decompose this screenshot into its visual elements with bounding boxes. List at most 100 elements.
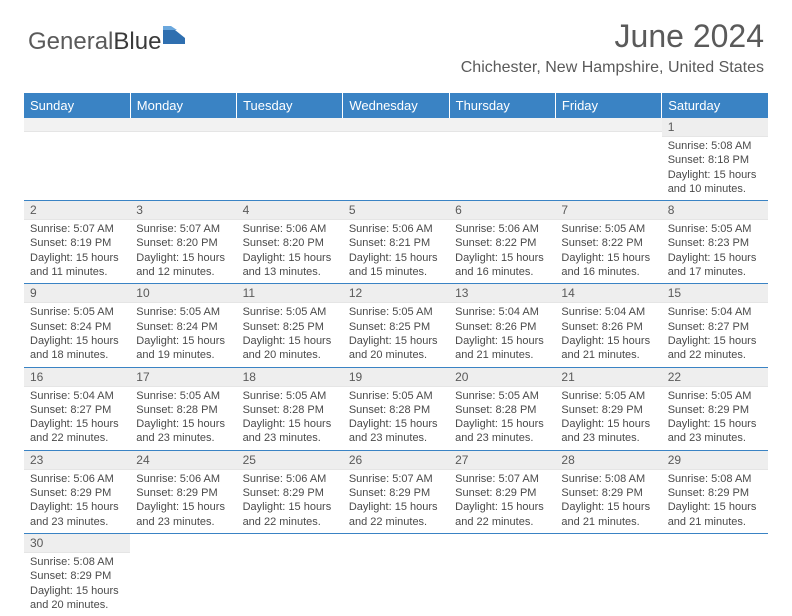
day-details: Sunrise: 5:07 AMSunset: 8:29 PMDaylight:…: [343, 470, 449, 533]
calendar-day-cell: 28Sunrise: 5:08 AMSunset: 8:29 PMDayligh…: [555, 450, 661, 533]
daylight-line1: Daylight: 15 hours: [455, 251, 549, 265]
day-number: 19: [343, 368, 449, 387]
sunset-text: Sunset: 8:25 PM: [349, 320, 443, 334]
day-details: Sunrise: 5:05 AMSunset: 8:24 PMDaylight:…: [130, 303, 236, 366]
day-details: Sunrise: 5:06 AMSunset: 8:22 PMDaylight:…: [449, 220, 555, 283]
day-number: 18: [237, 368, 343, 387]
daylight-line2: and 20 minutes.: [349, 348, 443, 362]
calendar-empty-cell: [24, 118, 130, 201]
day-details: Sunrise: 5:05 AMSunset: 8:29 PMDaylight:…: [555, 387, 661, 450]
daylight-line2: and 23 minutes.: [136, 431, 230, 445]
daylight-line2: and 12 minutes.: [136, 265, 230, 279]
sunset-text: Sunset: 8:27 PM: [30, 403, 124, 417]
calendar-day-cell: 18Sunrise: 5:05 AMSunset: 8:28 PMDayligh…: [237, 367, 343, 450]
daylight-line1: Daylight: 15 hours: [30, 417, 124, 431]
sunset-text: Sunset: 8:29 PM: [349, 486, 443, 500]
daylight-line1: Daylight: 15 hours: [455, 334, 549, 348]
empty-spacer: [449, 118, 555, 132]
sunrise-text: Sunrise: 5:05 AM: [243, 305, 337, 319]
day-details: Sunrise: 5:04 AMSunset: 8:27 PMDaylight:…: [24, 387, 130, 450]
day-number: 24: [130, 451, 236, 470]
day-number: 8: [662, 201, 768, 220]
daylight-line1: Daylight: 15 hours: [349, 334, 443, 348]
sunset-text: Sunset: 8:29 PM: [668, 486, 762, 500]
calendar-day-cell: 30Sunrise: 5:08 AMSunset: 8:29 PMDayligh…: [24, 533, 130, 616]
calendar-day-cell: 3Sunrise: 5:07 AMSunset: 8:20 PMDaylight…: [130, 201, 236, 284]
calendar-day-cell: 8Sunrise: 5:05 AMSunset: 8:23 PMDaylight…: [662, 201, 768, 284]
sunrise-text: Sunrise: 5:05 AM: [455, 389, 549, 403]
day-details: Sunrise: 5:06 AMSunset: 8:29 PMDaylight:…: [24, 470, 130, 533]
daylight-line1: Daylight: 15 hours: [561, 500, 655, 514]
sunset-text: Sunset: 8:24 PM: [30, 320, 124, 334]
calendar-empty-cell: [449, 118, 555, 201]
sunrise-text: Sunrise: 5:05 AM: [30, 305, 124, 319]
day-number: 25: [237, 451, 343, 470]
daylight-line1: Daylight: 15 hours: [349, 251, 443, 265]
day-details: Sunrise: 5:06 AMSunset: 8:20 PMDaylight:…: [237, 220, 343, 283]
sunset-text: Sunset: 8:24 PM: [136, 320, 230, 334]
day-details: Sunrise: 5:04 AMSunset: 8:26 PMDaylight:…: [449, 303, 555, 366]
sunrise-text: Sunrise: 5:06 AM: [455, 222, 549, 236]
daylight-line1: Daylight: 15 hours: [243, 500, 337, 514]
calendar-day-cell: 13Sunrise: 5:04 AMSunset: 8:26 PMDayligh…: [449, 284, 555, 367]
day-number: 5: [343, 201, 449, 220]
day-number: 2: [24, 201, 130, 220]
day-details: Sunrise: 5:05 AMSunset: 8:28 PMDaylight:…: [449, 387, 555, 450]
title-block: June 2024 Chichester, New Hampshire, Uni…: [461, 18, 764, 77]
day-number: 6: [449, 201, 555, 220]
weekday-header: Wednesday: [343, 93, 449, 118]
sunset-text: Sunset: 8:29 PM: [30, 486, 124, 500]
calendar-day-cell: 5Sunrise: 5:06 AMSunset: 8:21 PMDaylight…: [343, 201, 449, 284]
calendar-day-cell: 1Sunrise: 5:08 AMSunset: 8:18 PMDaylight…: [662, 118, 768, 201]
calendar-empty-cell: [237, 118, 343, 201]
daylight-line2: and 20 minutes.: [243, 348, 337, 362]
daylight-line2: and 22 minutes.: [668, 348, 762, 362]
daylight-line1: Daylight: 15 hours: [136, 417, 230, 431]
calendar-week-row: 23Sunrise: 5:06 AMSunset: 8:29 PMDayligh…: [24, 450, 768, 533]
daylight-line2: and 21 minutes.: [668, 515, 762, 529]
sunset-text: Sunset: 8:29 PM: [243, 486, 337, 500]
calendar-day-cell: 11Sunrise: 5:05 AMSunset: 8:25 PMDayligh…: [237, 284, 343, 367]
calendar-day-cell: 10Sunrise: 5:05 AMSunset: 8:24 PMDayligh…: [130, 284, 236, 367]
sunrise-text: Sunrise: 5:05 AM: [349, 305, 443, 319]
sunset-text: Sunset: 8:18 PM: [668, 153, 762, 167]
sunrise-text: Sunrise: 5:05 AM: [561, 389, 655, 403]
day-number: 13: [449, 284, 555, 303]
day-details: Sunrise: 5:05 AMSunset: 8:25 PMDaylight:…: [237, 303, 343, 366]
weekday-header: Friday: [555, 93, 661, 118]
sunrise-text: Sunrise: 5:07 AM: [455, 472, 549, 486]
day-number: 20: [449, 368, 555, 387]
empty-spacer: [130, 118, 236, 132]
calendar-empty-cell: [343, 118, 449, 201]
sunrise-text: Sunrise: 5:05 AM: [668, 389, 762, 403]
calendar-day-cell: 19Sunrise: 5:05 AMSunset: 8:28 PMDayligh…: [343, 367, 449, 450]
month-title: June 2024: [461, 18, 764, 55]
weekday-header: Monday: [130, 93, 236, 118]
daylight-line2: and 19 minutes.: [136, 348, 230, 362]
daylight-line2: and 22 minutes.: [455, 515, 549, 529]
daylight-line2: and 10 minutes.: [668, 182, 762, 196]
daylight-line1: Daylight: 15 hours: [561, 334, 655, 348]
calendar-empty-cell: [555, 533, 661, 616]
calendar-week-row: 9Sunrise: 5:05 AMSunset: 8:24 PMDaylight…: [24, 284, 768, 367]
calendar-week-row: 1Sunrise: 5:08 AMSunset: 8:18 PMDaylight…: [24, 118, 768, 201]
daylight-line2: and 22 minutes.: [30, 431, 124, 445]
page-header: GeneralBlue June 2024 Chichester, New Ha…: [0, 0, 792, 83]
day-number: 10: [130, 284, 236, 303]
daylight-line1: Daylight: 15 hours: [30, 251, 124, 265]
day-details: Sunrise: 5:08 AMSunset: 8:29 PMDaylight:…: [24, 553, 130, 616]
sunset-text: Sunset: 8:19 PM: [30, 236, 124, 250]
daylight-line1: Daylight: 15 hours: [30, 500, 124, 514]
daylight-line1: Daylight: 15 hours: [349, 417, 443, 431]
calendar-day-cell: 16Sunrise: 5:04 AMSunset: 8:27 PMDayligh…: [24, 367, 130, 450]
weekday-header: Saturday: [662, 93, 768, 118]
calendar-day-cell: 4Sunrise: 5:06 AMSunset: 8:20 PMDaylight…: [237, 201, 343, 284]
calendar-day-cell: 14Sunrise: 5:04 AMSunset: 8:26 PMDayligh…: [555, 284, 661, 367]
calendar-day-cell: 15Sunrise: 5:04 AMSunset: 8:27 PMDayligh…: [662, 284, 768, 367]
day-number: 27: [449, 451, 555, 470]
sunset-text: Sunset: 8:22 PM: [561, 236, 655, 250]
sunrise-text: Sunrise: 5:04 AM: [455, 305, 549, 319]
day-details: Sunrise: 5:07 AMSunset: 8:20 PMDaylight:…: [130, 220, 236, 283]
empty-spacer: [343, 118, 449, 132]
day-number: 16: [24, 368, 130, 387]
